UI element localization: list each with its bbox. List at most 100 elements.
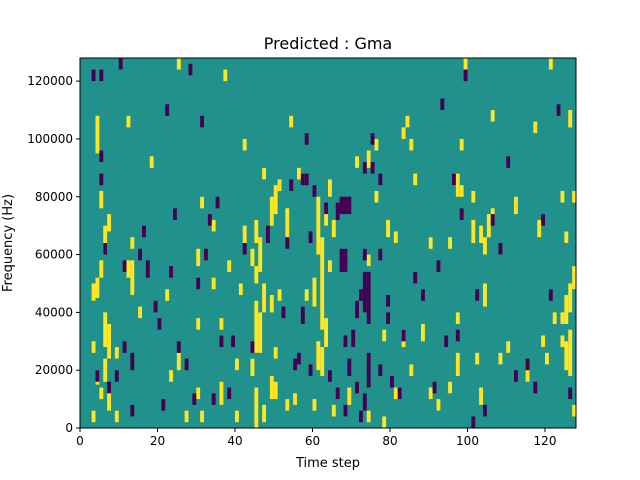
chart-title: Predicted : Gma [264,34,392,53]
heatmap-cell [122,341,127,353]
heatmap-cell [432,381,437,394]
heatmap-cell [308,231,313,243]
heatmap-cell [192,393,197,405]
heatmap-cell [215,196,220,209]
heatmap-cell [118,58,123,70]
heatmap-cell [227,387,232,400]
heatmap-cell [428,237,433,249]
heatmap-cell [316,196,321,255]
heatmap-cell [366,352,371,388]
heatmap-cell [176,352,181,371]
heatmap-cell [316,341,321,371]
heatmap-cell [269,295,274,313]
heatmap-cell [91,341,96,353]
heatmap-cell [250,358,255,376]
heatmap-cell [114,370,119,382]
heatmap-cell [130,237,135,249]
heatmap-cell [335,202,340,220]
x-tick-label: 0 [76,434,84,448]
heatmap-cell [157,318,162,330]
heatmap-cell [479,225,483,243]
heatmap-cell [254,387,259,428]
heatmap-cell [254,300,259,353]
heatmap-cell [196,248,201,267]
heatmap-cell [300,173,305,186]
heatmap-cell [297,352,301,365]
heatmap-cell [362,393,367,411]
heatmap-cell [200,410,204,423]
heatmap-cell [339,248,344,272]
heatmap-cell [277,179,282,191]
heatmap-cell [370,162,375,174]
x-tick-label: 80 [382,434,397,448]
heatmap-cell [91,69,96,82]
heatmap-cell [250,248,255,267]
heatmap-cell [312,277,317,307]
heatmap-cell [486,214,491,238]
heatmap-cell [475,289,480,301]
heatmap-cell [440,98,445,111]
heatmap-cell [483,283,487,307]
heatmap-cell [514,196,518,215]
heatmap-cell [324,208,328,226]
heatmap-cell [269,196,274,226]
heatmap-cell [455,173,460,197]
heatmap-cell [95,370,100,382]
heatmap-cell [545,352,549,365]
heatmap-cell [355,156,359,168]
heatmap-cell [378,248,383,261]
heatmap-cell [351,329,356,348]
heatmap-cell [436,399,441,411]
heatmap-cell [196,277,201,290]
heatmap-cells [91,58,576,428]
heatmap-cell [483,404,487,417]
x-axis-label: Time step [295,456,360,471]
heatmap-cell [428,387,433,400]
heatmap-cell [235,358,239,371]
heatmap-cell [273,347,278,359]
heatmap-cell [107,387,111,411]
heatmap-cell [506,341,511,353]
y-tick-label: 120000 [27,74,73,88]
heatmap-cell [99,190,104,209]
heatmap-cell [293,393,297,405]
heatmap-cell [409,364,414,376]
heatmap-cell [343,335,348,348]
heatmap-cell [514,370,518,382]
heatmap-cell [188,63,193,76]
y-axis-label: Frequency (Hz) [1,194,16,292]
heatmap-cell [99,69,104,82]
heatmap-cell [324,202,328,215]
heatmap-cell [475,352,480,365]
heatmap-cell [114,410,119,423]
x-tick-label: 100 [456,434,479,448]
heatmap-cell [525,358,530,371]
heatmap-cell [362,162,367,174]
heatmap-cell [490,214,495,226]
heatmap-cell [169,266,173,278]
y-tick-label: 60000 [35,248,73,262]
heatmap-cell [568,387,573,400]
heatmap-cell [320,347,325,376]
heatmap-cell [142,225,146,238]
heatmap-cell [266,225,270,243]
heatmap-cell [285,208,290,238]
heatmap-cell [386,219,390,238]
heatmap-cell [455,329,460,342]
heatmap-cell [343,196,348,215]
heatmap-cell [99,387,104,400]
heatmap-cell [347,196,352,215]
heatmap-cell [409,138,414,151]
heatmap-cell [471,190,476,203]
heatmap-cell [196,318,201,330]
heatmap-cell [312,185,317,197]
heatmap-cell [401,329,406,342]
heatmap-cell [382,416,387,428]
heatmap-cell [242,138,247,151]
heatmap-cell [471,416,476,428]
heatmap-cell [397,387,402,400]
heatmap-cell [258,237,263,272]
heatmap-cell [304,289,309,301]
y-tick-label: 100000 [27,132,73,146]
